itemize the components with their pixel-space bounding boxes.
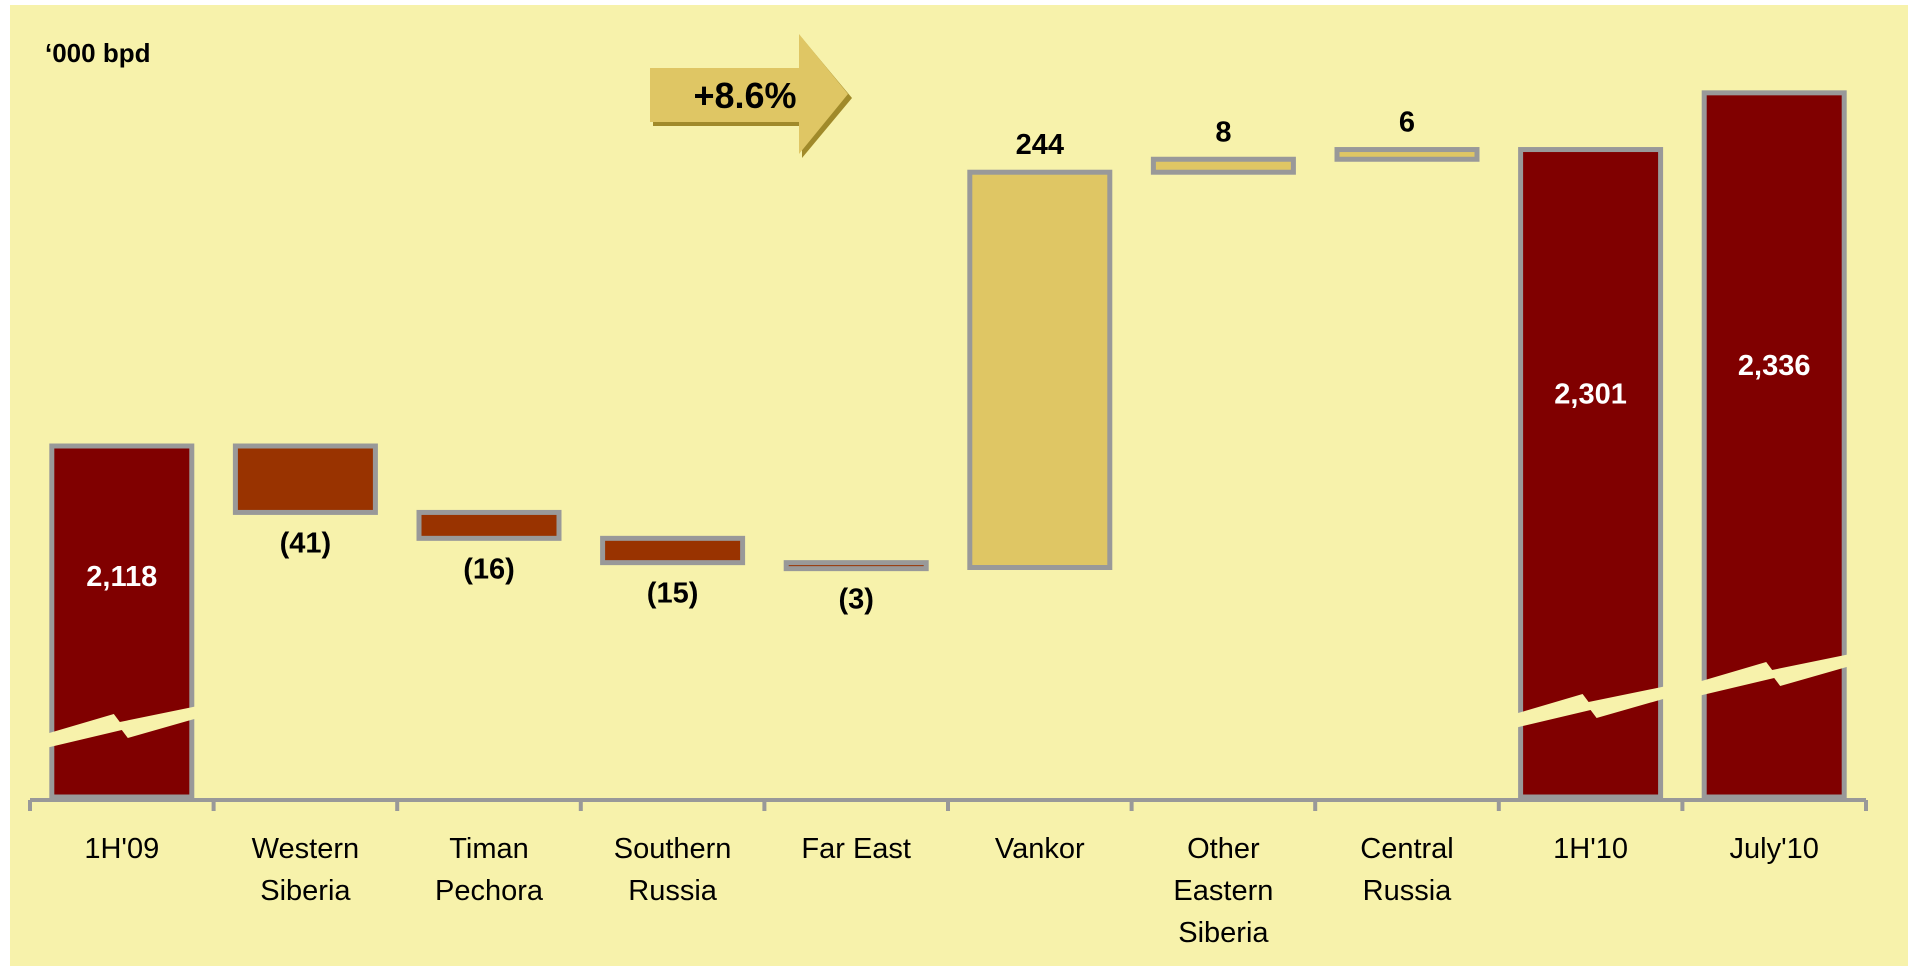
category-label: Russia [1363, 875, 1453, 907]
unit-label: ‘000 bpd [45, 38, 150, 68]
bar-increase [1150, 156, 1296, 175]
axis-break-mark [1698, 654, 1851, 696]
data-label: (16) [463, 553, 515, 585]
category-label: Far East [801, 833, 911, 865]
category-label: 1H'10 [1553, 833, 1628, 865]
category-label: Siberia [1178, 917, 1269, 949]
category-label: Vankor [995, 833, 1085, 865]
data-label: (15) [647, 578, 699, 610]
category-label: Timan [449, 833, 529, 865]
bar-decrease [600, 535, 746, 566]
category-label: Eastern [1173, 875, 1273, 907]
bar-total [1701, 90, 1847, 800]
data-label: 2,336 [1738, 350, 1811, 382]
bar-total [49, 443, 195, 800]
category-label: Southern [614, 833, 732, 865]
x-axis [28, 798, 1868, 811]
growth-callout-arrow: +8.6% [650, 34, 852, 158]
axis-break-mark [45, 706, 198, 748]
data-label: 244 [1016, 129, 1064, 161]
category-label: Central [1360, 833, 1454, 865]
category-label: Western [252, 833, 359, 865]
data-label: 2,118 [86, 561, 157, 593]
bar-decrease [416, 509, 562, 541]
callout-arrow [650, 34, 848, 154]
axis-break-mark [1514, 686, 1667, 728]
category-label: Other [1187, 833, 1260, 865]
callout-label: +8.6% [693, 75, 796, 116]
data-label: (3) [838, 584, 873, 616]
category-label: 1H'09 [84, 833, 159, 865]
bar-decrease [232, 443, 378, 515]
category-label: Pechora [435, 875, 544, 907]
category-label: Siberia [260, 875, 351, 907]
category-label: July'10 [1730, 833, 1819, 865]
data-label: 8 [1215, 116, 1231, 148]
bar-increase [967, 169, 1113, 570]
bar-decrease [783, 560, 929, 572]
data-label: 2,301 [1554, 378, 1627, 410]
data-label: (41) [280, 527, 332, 559]
labels-group: 2,118 1H'09 (41) Western Siberia (16) Timan Pec… [84, 107, 1819, 949]
category-label: Russia [628, 875, 718, 907]
bar-increase [1334, 147, 1480, 162]
bar-total [1518, 147, 1664, 800]
data-label: 6 [1399, 107, 1415, 139]
bars-group [45, 90, 1851, 800]
